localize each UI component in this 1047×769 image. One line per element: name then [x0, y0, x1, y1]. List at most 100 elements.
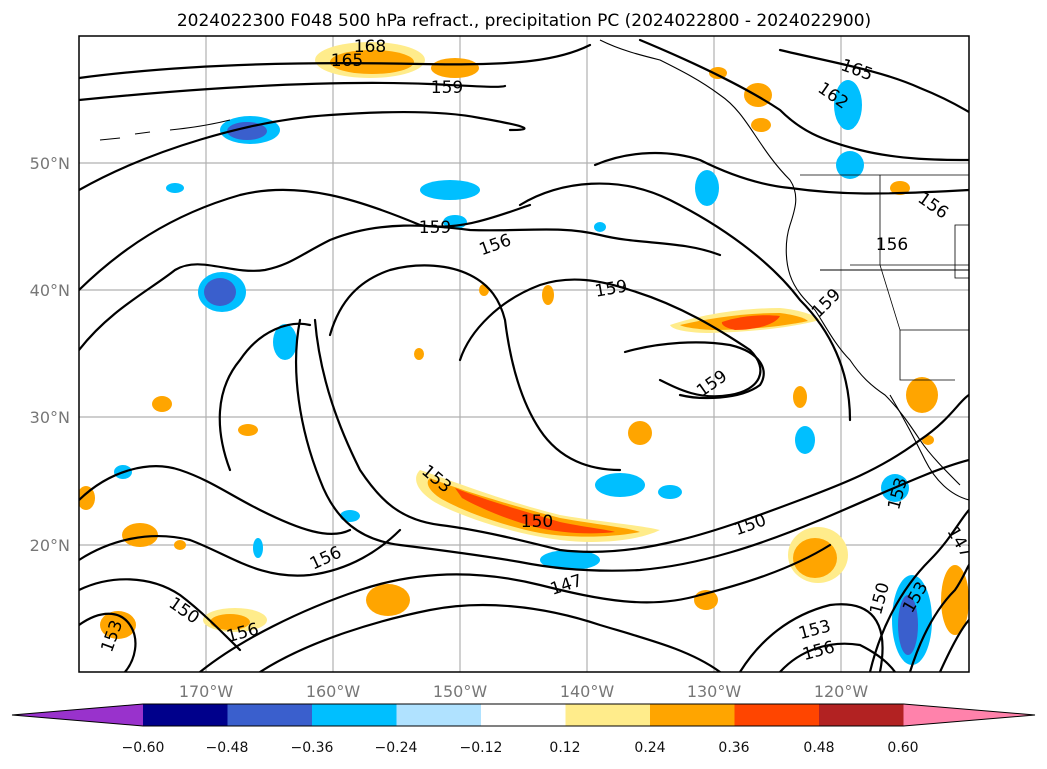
contour-label: 150 [521, 512, 553, 532]
state-border-5 [954, 224, 969, 279]
contour-156-west-loop [218, 322, 312, 472]
lat-label: 30°N [30, 408, 70, 427]
precip-cell-21 [174, 540, 186, 550]
colorbar-segment [396, 704, 482, 726]
precip-neg-18 [253, 538, 263, 558]
precip-neg-12-core [898, 595, 918, 655]
contour-150 [295, 318, 969, 572]
contour-159-mid [79, 188, 532, 292]
precip-neg-8 [273, 324, 297, 360]
contour-156-trough [328, 264, 622, 472]
colorbar-tick-label: −0.60 [122, 740, 165, 756]
aleutians-west [99, 131, 151, 141]
precip-positive-shading [79, 42, 969, 639]
precip-neg-17 [340, 510, 360, 522]
contour-150-sw [79, 578, 242, 652]
colorbar-segment [819, 704, 904, 726]
precip-neg-11 [540, 550, 600, 570]
contour-147 [198, 543, 832, 672]
colorbar-tick-label: 0.60 [887, 740, 918, 756]
precip-cell-2 [431, 58, 479, 78]
colorbar-tick-label: −0.48 [206, 740, 249, 756]
precip-cell-10 [122, 523, 158, 547]
baja-coast [889, 394, 969, 501]
colorbar-segment [565, 704, 651, 726]
colorbar-tick-label: −0.36 [291, 740, 334, 756]
colorbar-segment [227, 704, 313, 726]
contour-159-west [79, 111, 526, 192]
contour-153 [313, 318, 969, 554]
precip-cell-18 [709, 67, 727, 79]
lat-label: 40°N [30, 281, 70, 300]
contour-156-se [778, 642, 897, 672]
lon-label: 170°W [179, 682, 234, 701]
contour-153-sw [79, 612, 137, 672]
map-frame [78, 35, 970, 673]
lon-label: 140°W [560, 682, 615, 701]
lon-label: 130°W [687, 682, 742, 701]
contour-159-north [79, 81, 507, 102]
precip-cell-17 [751, 118, 771, 132]
precip-neg-9 [595, 473, 645, 497]
precip-negative-shading [114, 80, 932, 665]
colorbar-labels: −0.60 −0.48 −0.36 −0.24 −0.12 0.12 0.24 … [122, 740, 919, 756]
colorbar-extend-min [12, 704, 143, 726]
contour-144-se [938, 618, 969, 672]
colorbar [11, 703, 1036, 727]
precip-cell-9 [100, 611, 136, 639]
colorbar-extend-max [903, 704, 1035, 726]
contour-159-loop [458, 278, 762, 398]
precip-cell-23 [479, 284, 489, 296]
precip-cell-20 [238, 424, 258, 436]
lat-label: 20°N [30, 536, 70, 555]
contour-label: 156 [876, 235, 908, 255]
colorbar-outline [11, 703, 1036, 727]
contour-147-lower [258, 603, 722, 672]
precip-cell-16 [793, 386, 807, 408]
contour-156-mid [79, 224, 722, 352]
contour-label: 159 [431, 78, 463, 98]
colorbar-tick-label: −0.24 [375, 740, 418, 756]
precip-neg-2-core [204, 278, 236, 306]
contour-159-inner [623, 341, 765, 400]
colorbar-segment [734, 704, 820, 726]
colorbar-tick-label: 0.12 [549, 740, 580, 756]
precip-cell-5 [941, 565, 969, 635]
colorbar-segment [650, 704, 735, 726]
lon-label: 150°W [433, 682, 488, 701]
colorbar-segment [481, 704, 566, 726]
contour-label: 165 [331, 51, 363, 71]
precip-neg-15 [166, 183, 184, 193]
precip-cell-19 [890, 181, 910, 195]
precip-cell-14 [152, 396, 172, 412]
precip-cell-22 [414, 348, 424, 360]
precip-band-red [455, 488, 615, 534]
west-coast [599, 39, 961, 486]
contour-label: 159 [419, 218, 451, 238]
colorbar-segment [312, 704, 397, 726]
colorbar-tick-label: 0.24 [634, 740, 665, 756]
contour-165 [778, 48, 969, 114]
precip-band2-red [721, 315, 780, 330]
contour-label: 168 [354, 37, 386, 57]
contour-162 [638, 38, 969, 162]
coastlines [99, 39, 969, 501]
precip-neg-1-core [227, 122, 267, 140]
colorbar-segment [143, 704, 228, 726]
height-contours [79, 38, 969, 672]
colorbar-tick-label: 0.48 [803, 740, 834, 756]
precip-neg-16 [795, 426, 815, 454]
precip-neg-19 [594, 222, 606, 232]
colorbar-tick-label: 0.36 [718, 740, 749, 756]
precip-cell-8-core [210, 614, 250, 630]
precip-neg-3 [420, 180, 480, 200]
precip-cell-6 [906, 377, 938, 413]
contour-153-west [79, 465, 352, 535]
aleutians [169, 119, 231, 131]
precip-neg-5 [695, 170, 719, 206]
precip-neg-6 [834, 80, 862, 130]
lon-axis: 170°W 160°W 150°W 140°W 130°W 120°W [179, 682, 869, 701]
precip-cell-alaska-orange [330, 50, 414, 74]
